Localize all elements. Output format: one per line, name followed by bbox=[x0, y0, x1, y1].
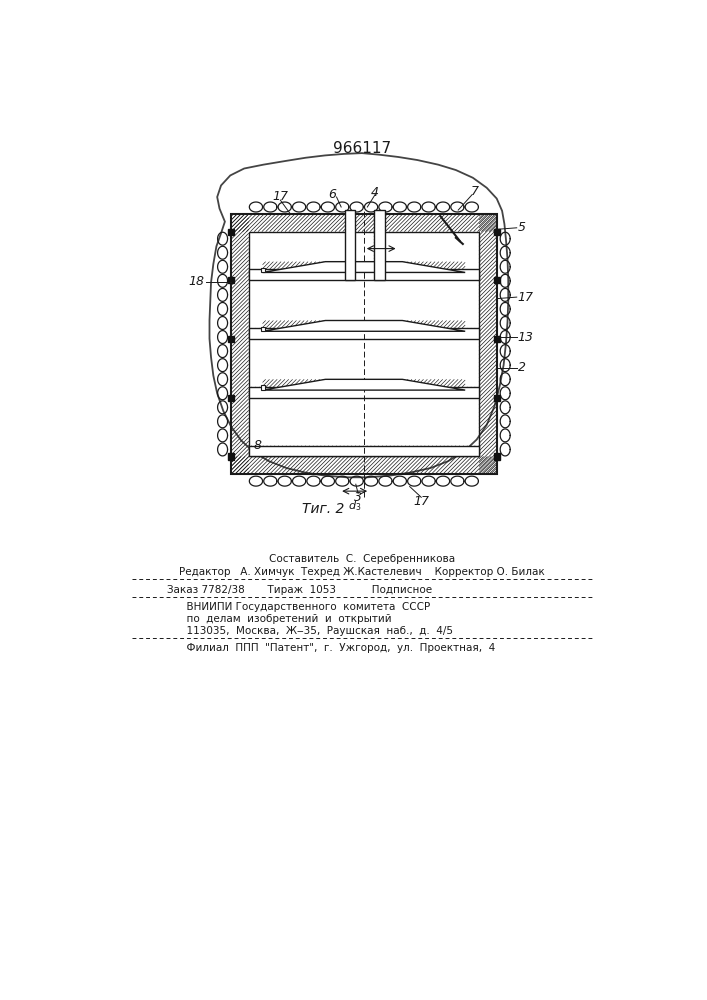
Text: 17: 17 bbox=[272, 190, 288, 204]
Polygon shape bbox=[249, 446, 479, 456]
Bar bbox=[228, 453, 234, 460]
Text: 2: 2 bbox=[518, 361, 525, 374]
Polygon shape bbox=[261, 385, 264, 390]
Text: 4: 4 bbox=[371, 186, 379, 199]
Text: Филиал  ППП  "Патент",  г.  Ужгород,  ул.  Проектная,  4: Филиал ППП "Патент", г. Ужгород, ул. Про… bbox=[167, 643, 496, 653]
Text: 113035,  Москва,  Ж‒35,  Раушская  наб.,  д.  4/5: 113035, Москва, Ж‒35, Раушская наб., д. … bbox=[167, 626, 453, 636]
Text: 3: 3 bbox=[354, 491, 362, 504]
Text: ВНИИПИ Государственного  комитета  СССР: ВНИИПИ Государственного комитета СССР bbox=[167, 602, 431, 612]
Text: 17: 17 bbox=[518, 291, 534, 304]
Text: 6: 6 bbox=[328, 188, 336, 201]
Text: $d_1$: $d_1$ bbox=[375, 256, 388, 270]
Bar bbox=[493, 395, 500, 401]
Text: Заказ 7782/38       Тираж  1053           Подписное: Заказ 7782/38 Тираж 1053 Подписное bbox=[167, 585, 432, 595]
Polygon shape bbox=[249, 328, 479, 339]
Bar bbox=[228, 229, 234, 235]
Polygon shape bbox=[346, 210, 355, 280]
Polygon shape bbox=[262, 320, 465, 331]
Text: Редактор   А. Химчук  Техред Ж.Кастелевич    Корректор О. Билак: Редактор А. Химчук Техред Ж.Кастелевич К… bbox=[179, 567, 545, 577]
Bar bbox=[228, 336, 234, 342]
Polygon shape bbox=[249, 269, 479, 280]
Polygon shape bbox=[249, 387, 479, 398]
Text: по  делам  изобретений  и  открытий: по делам изобретений и открытий bbox=[167, 614, 392, 624]
Text: 966117: 966117 bbox=[333, 141, 391, 156]
Text: $d_3$: $d_3$ bbox=[348, 499, 361, 513]
Polygon shape bbox=[261, 327, 264, 331]
Bar bbox=[228, 395, 234, 401]
Text: 13: 13 bbox=[518, 331, 534, 344]
Text: 8: 8 bbox=[254, 439, 262, 452]
Text: Составитель  С.  Серебренникова: Составитель С. Серебренникова bbox=[269, 554, 455, 564]
Polygon shape bbox=[261, 268, 264, 272]
Text: 7: 7 bbox=[470, 185, 479, 198]
Polygon shape bbox=[262, 262, 465, 272]
Bar bbox=[493, 453, 500, 460]
Polygon shape bbox=[374, 210, 385, 280]
Text: Τиг. 2: Τиг. 2 bbox=[303, 502, 344, 516]
Bar bbox=[493, 277, 500, 283]
Text: 5: 5 bbox=[518, 221, 525, 234]
Bar bbox=[228, 277, 234, 283]
Bar bbox=[493, 336, 500, 342]
Text: 18: 18 bbox=[188, 275, 204, 288]
Text: 17: 17 bbox=[414, 495, 429, 508]
Bar bbox=[493, 229, 500, 235]
Polygon shape bbox=[262, 379, 465, 390]
